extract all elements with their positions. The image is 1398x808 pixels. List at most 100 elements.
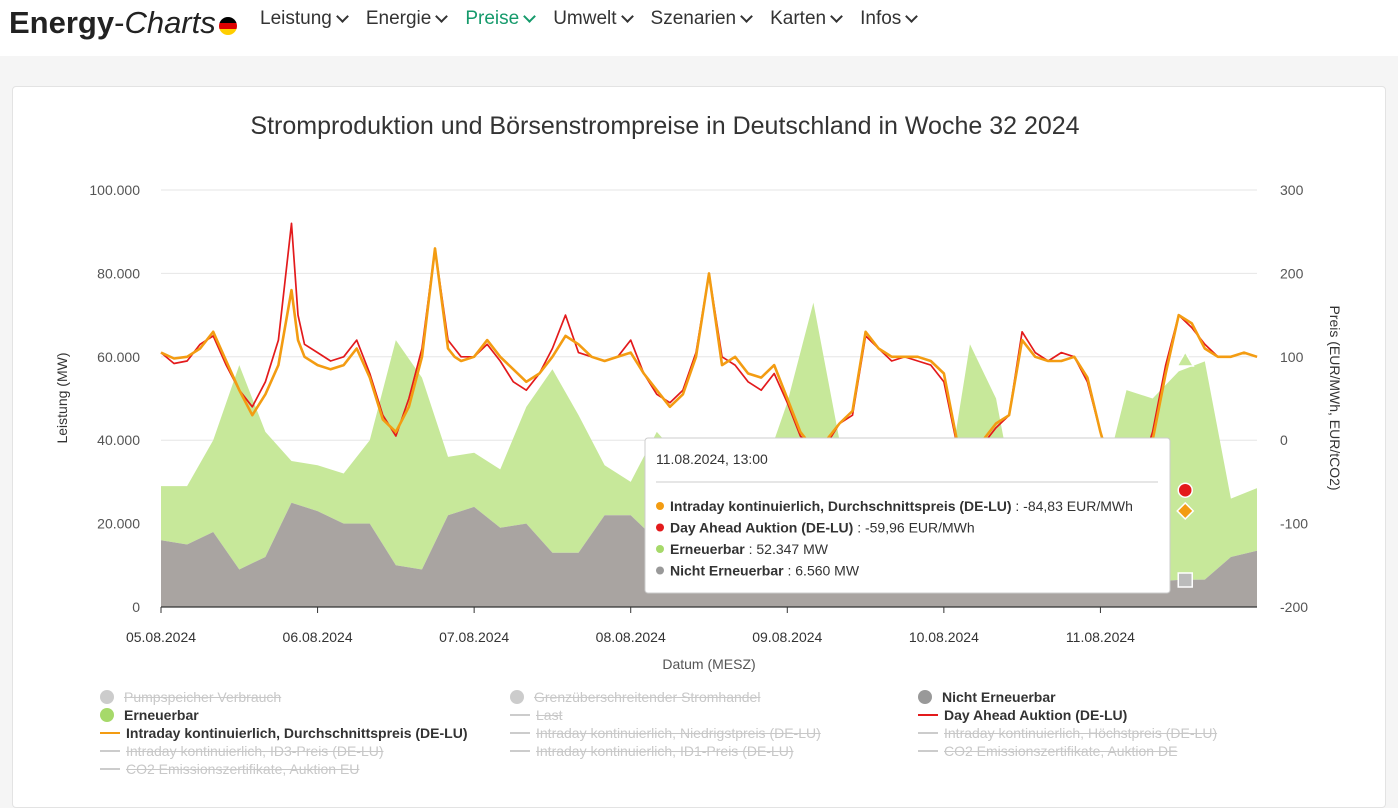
legend-line-icon xyxy=(510,732,530,734)
tooltip-row-value: : -59,96 EUR/MWh xyxy=(853,520,974,536)
x-axis-label: Datum (MESZ) xyxy=(662,656,755,672)
y-right-tick-label: 100 xyxy=(1280,349,1304,365)
nav-item-label: Szenarien xyxy=(650,8,737,29)
legend-item[interactable]: Last xyxy=(510,707,562,723)
legend-item[interactable]: CO2 Emissionszertifikate, Auktion DE xyxy=(918,743,1177,759)
y-left-tick-label: 80.000 xyxy=(97,265,140,281)
legend-line-icon xyxy=(918,750,938,752)
chart-title: Stromproduktion und Börsenstrompreise in… xyxy=(250,112,1079,140)
legend-dot-icon xyxy=(918,690,932,704)
x-tick-label: 10.08.2024 xyxy=(909,629,979,645)
legend-line-icon xyxy=(510,714,530,716)
tooltip-row-value: : -84,83 EUR/MWh xyxy=(1012,498,1133,514)
nav-item-label: Umwelt xyxy=(553,8,617,29)
tooltip-row: Intraday kontinuierlich, Durchschnittspr… xyxy=(670,498,1133,514)
legend-dot-icon xyxy=(510,690,524,704)
legend-line-icon xyxy=(100,732,120,734)
legend-item[interactable]: Pumpspeicher Verbrauch xyxy=(100,689,281,705)
series-intraday-line[interactable] xyxy=(160,247,1258,513)
erneuerbar-hover-marker xyxy=(1175,350,1195,367)
legend-item-label: Intraday kontinuierlich, ID3-Preis (DE-L… xyxy=(126,743,384,759)
legend-item[interactable]: Day Ahead Auktion (DE-LU) xyxy=(918,707,1127,723)
legend-item-label: Grenzüberschreitender Stromhandel xyxy=(534,689,761,705)
x-tick-label: 09.08.2024 xyxy=(752,629,822,645)
tooltip-series-dot xyxy=(656,566,664,575)
y-left-axis-label: Leistung (MW) xyxy=(54,352,70,443)
tooltip-series-dot xyxy=(656,545,664,553)
legend-item-label: Intraday kontinuierlich, Niedrigstpreis … xyxy=(536,725,821,741)
legend-item[interactable]: Intraday kontinuierlich, ID1-Preis (DE-L… xyxy=(510,743,794,759)
y-left-tick-label: 40.000 xyxy=(97,432,140,448)
nicht-erneuerbar-hover-marker xyxy=(1177,572,1193,588)
legend-item[interactable]: Intraday kontinuierlich, Höchstpreis (DE… xyxy=(918,725,1217,741)
tooltip-row-label: Day Ahead Auktion (DE-LU) xyxy=(670,520,853,536)
legend-line-icon xyxy=(918,732,938,734)
tooltip-box xyxy=(644,437,1171,594)
legend-item[interactable]: Intraday kontinuierlich, Niedrigstpreis … xyxy=(510,725,821,741)
legend-item[interactable]: Grenzüberschreitender Stromhandel xyxy=(510,689,760,705)
tooltip-row-value: : 6.560 MW xyxy=(784,563,860,579)
legend-item[interactable]: CO2 Emissionszertifikate, Auktion EU xyxy=(100,761,359,777)
tooltip-row-label: Erneuerbar xyxy=(670,541,745,557)
nav-item-label: Leistung xyxy=(260,8,332,29)
legend-item[interactable]: Intraday kontinuierlich, Durchschnittspr… xyxy=(100,725,468,741)
nav-item-energie[interactable]: Energie xyxy=(365,8,449,30)
legend-item[interactable]: Erneuerbar xyxy=(100,707,199,723)
legend-item-label: CO2 Emissionszertifikate, Auktion EU xyxy=(126,761,360,777)
tooltip-series-dot xyxy=(656,502,664,510)
legend-line-icon xyxy=(918,714,938,716)
legend-item-label: Nicht Erneuerbar xyxy=(942,689,1056,705)
legend-item-label: Intraday kontinuierlich, ID1-Preis (DE-L… xyxy=(536,743,794,759)
x-tick-label: 07.08.2024 xyxy=(439,629,509,645)
day-ahead-hover-marker xyxy=(1177,482,1193,498)
germany-flag-icon xyxy=(218,17,237,35)
nav-item-label: Energie xyxy=(365,8,432,29)
legend-item[interactable]: Intraday kontinuierlich, ID3-Preis (DE-L… xyxy=(100,743,384,759)
tooltip-row: Erneuerbar : 52.347 MW xyxy=(670,541,829,557)
energy-charts-logo[interactable]: Energy-Charts xyxy=(9,4,237,42)
legend-item[interactable]: Nicht Erneuerbar xyxy=(918,689,1056,705)
y-right-tick-label: 200 xyxy=(1280,265,1304,281)
tooltip-row: Nicht Erneuerbar : 6.560 MW xyxy=(670,563,860,579)
logo-text-charts: Charts xyxy=(124,5,216,40)
legend-item-label: Day Ahead Auktion (DE-LU) xyxy=(944,707,1128,723)
x-tick-label: 08.08.2024 xyxy=(596,629,666,645)
nav-item-szenarien[interactable]: Szenarien xyxy=(650,8,753,30)
legend-line-icon xyxy=(100,750,120,752)
legend-item-label: Erneuerbar xyxy=(124,707,199,723)
x-tick-label: 06.08.2024 xyxy=(283,629,353,645)
y-left-tick-label: 20.000 xyxy=(97,516,140,532)
legend-line-icon xyxy=(100,768,120,770)
nav-item-preise[interactable]: Preise xyxy=(465,8,537,30)
tooltip-row-label: Intraday kontinuierlich, Durchschnittspr… xyxy=(670,498,1012,514)
legend-dot-icon xyxy=(100,708,114,722)
flag-stripe-red xyxy=(218,23,237,29)
chart-tooltip: 11.08.2024, 13:00 Intraday kontinuierlich… xyxy=(644,437,1171,594)
nav-item-karten[interactable]: Karten xyxy=(770,8,843,30)
nav-item-leistung[interactable]: Leistung xyxy=(260,8,349,30)
tooltip-row-value: : 52.347 MW xyxy=(745,541,829,557)
logo-text-energy: Energy xyxy=(9,5,115,40)
nav-item-umwelt[interactable]: Umwelt xyxy=(553,8,634,30)
top-navigation-bar: Energy-Charts Leistung Energie Preise Umwel… xyxy=(0,0,1398,56)
intraday-hover-marker xyxy=(1176,501,1195,521)
legend-item-label: CO2 Emissionszertifikate, Auktion DE xyxy=(944,743,1178,759)
tooltip-row-label: Nicht Erneuerbar xyxy=(670,563,784,579)
nav-item-label: Infos xyxy=(860,8,902,29)
legend-line-icon xyxy=(510,750,530,752)
legend-item-label: Intraday kontinuierlich, Durchschnittspr… xyxy=(126,725,468,741)
legend-item-label: Last xyxy=(536,707,563,723)
y-right-tick-label: -200 xyxy=(1280,599,1308,615)
legend-item-label: Intraday kontinuierlich, Höchstpreis (DE… xyxy=(944,725,1218,741)
y-right-tick-label: 300 xyxy=(1280,182,1304,198)
y-right-tick-label: -100 xyxy=(1280,516,1308,532)
logo-text-dash: - xyxy=(114,5,125,40)
tooltip-series-dot xyxy=(656,523,664,532)
nav-item-infos[interactable]: Infos xyxy=(860,8,919,30)
y-right-axis-label: Preis (EUR/MWh, EUR/tCO2) xyxy=(1327,305,1343,490)
legend-dot-icon xyxy=(100,690,114,704)
tooltip-row: Day Ahead Auktion (DE-LU) : -59,96 EUR/M… xyxy=(670,520,975,536)
x-tick-label: 11.08.2024 xyxy=(1066,629,1135,645)
